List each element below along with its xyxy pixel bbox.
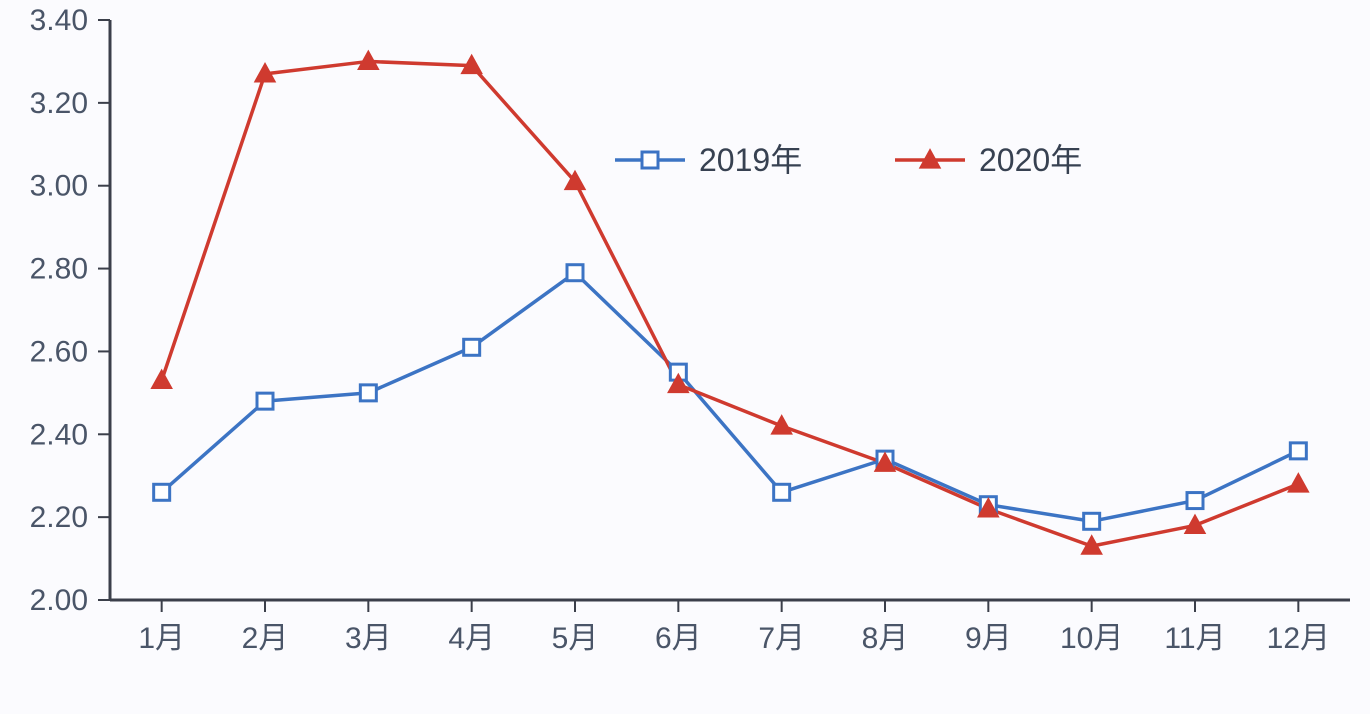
monthly-line-chart: 2.00 2.20 2.40 2.60 2.80 3.00 3.20 3.40 1月 2月 3月 4月… <box>0 0 1370 714</box>
data-marker-square <box>154 484 170 500</box>
y-tick-label: 2.40 <box>30 418 88 451</box>
y-tick-label: 3.40 <box>30 4 88 37</box>
data-marker-square <box>774 484 790 500</box>
x-tick-label: 11月 <box>1164 622 1225 655</box>
y-tick-label: 2.60 <box>30 335 88 368</box>
x-tick-label: 1月 <box>138 622 185 655</box>
data-marker-square <box>567 265 583 281</box>
x-tick-label: 6月 <box>655 622 702 655</box>
data-marker-square <box>257 393 273 409</box>
data-marker-square <box>360 385 376 401</box>
x-tick-label: 9月 <box>965 622 1012 655</box>
x-tick-label: 8月 <box>862 622 909 655</box>
x-tick-label: 12月 <box>1267 622 1330 655</box>
y-tick-label: 2.80 <box>30 253 88 286</box>
legend-label: 2020年 <box>979 142 1082 178</box>
data-marker-square <box>464 339 480 355</box>
chart-svg: 2.00 2.20 2.40 2.60 2.80 3.00 3.20 3.40 1月 2月 3月 4月… <box>0 0 1370 714</box>
x-tick-label: 2月 <box>242 622 289 655</box>
data-marker-square <box>1187 493 1203 509</box>
data-marker-square <box>1290 443 1306 459</box>
y-tick-label: 2.00 <box>30 584 88 617</box>
y-tick-label: 2.20 <box>30 501 88 534</box>
legend-label: 2019年 <box>699 142 802 178</box>
x-tick-label: 4月 <box>448 622 495 655</box>
y-tick-label: 3.00 <box>30 170 88 203</box>
x-tick-label: 3月 <box>345 622 392 655</box>
x-tick-label: 5月 <box>552 622 599 655</box>
y-tick-label: 3.20 <box>30 87 88 120</box>
data-marker-square <box>642 152 658 168</box>
x-tick-label: 10月 <box>1060 622 1123 655</box>
data-marker-square <box>1084 513 1100 529</box>
x-tick-label: 7月 <box>758 622 805 655</box>
